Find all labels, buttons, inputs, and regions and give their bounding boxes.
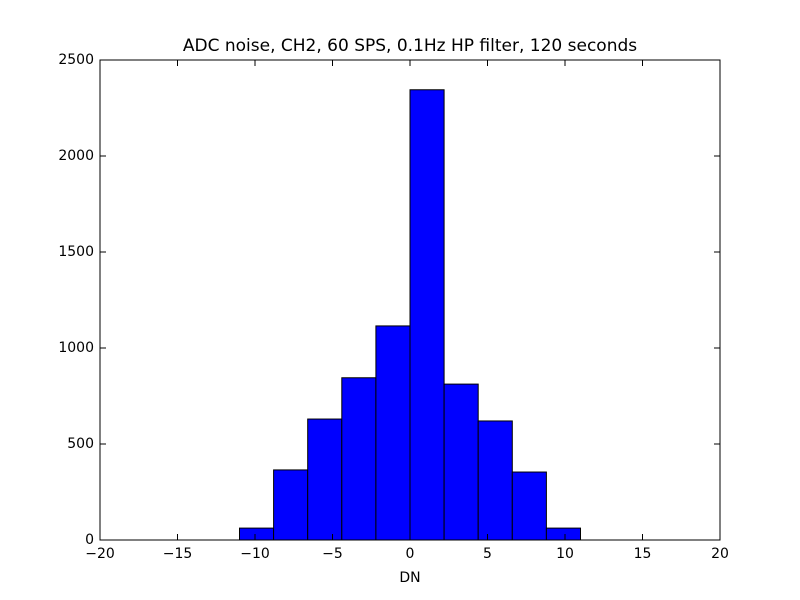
bar bbox=[375, 325, 411, 541]
y-tick-label: 2500 bbox=[58, 52, 94, 68]
bar bbox=[307, 418, 343, 541]
bar bbox=[545, 527, 582, 541]
x-tick-label: 15 bbox=[634, 546, 652, 562]
x-tick-label: −20 bbox=[85, 546, 115, 562]
x-tick-label: 10 bbox=[556, 546, 574, 562]
y-tick-label: 1000 bbox=[58, 340, 94, 356]
x-axis-label: DN bbox=[399, 570, 420, 586]
bar bbox=[239, 527, 275, 541]
x-tick-label: 5 bbox=[483, 546, 492, 562]
x-tick-label: −5 bbox=[322, 546, 343, 562]
y-tick-label: 2000 bbox=[58, 148, 94, 164]
bar bbox=[341, 377, 377, 541]
bar bbox=[477, 420, 513, 541]
x-tick-label: −10 bbox=[240, 546, 270, 562]
x-tick-label: −15 bbox=[163, 546, 193, 562]
x-tick-label: 0 bbox=[406, 546, 415, 562]
chart-title: ADC noise, CH2, 60 SPS, 0.1Hz HP filter,… bbox=[183, 36, 637, 56]
y-tick-label: 0 bbox=[85, 532, 94, 548]
x-tick-label: 20 bbox=[711, 546, 729, 562]
bar bbox=[511, 471, 547, 541]
bar bbox=[443, 383, 479, 541]
y-tick-label: 1500 bbox=[58, 244, 94, 260]
bar bbox=[273, 469, 309, 541]
bar bbox=[409, 89, 445, 541]
y-tick-label: 500 bbox=[67, 436, 94, 452]
